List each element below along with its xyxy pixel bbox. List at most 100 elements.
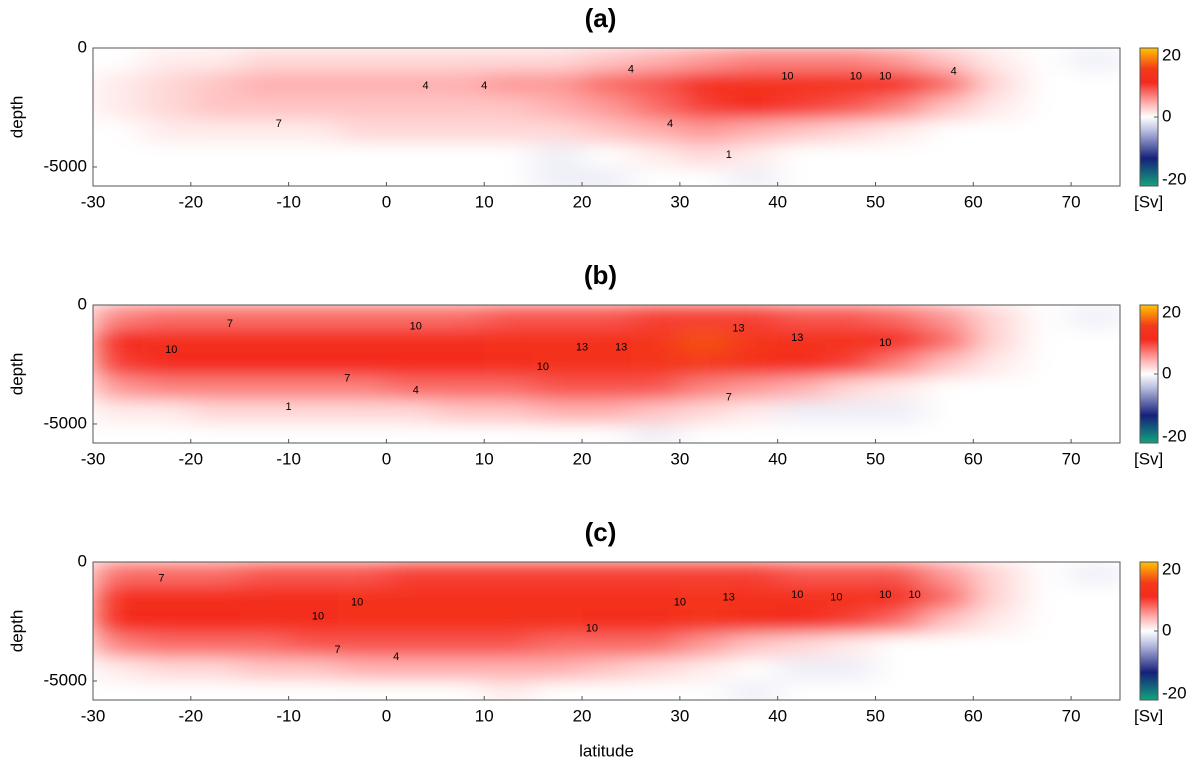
cell bbox=[973, 305, 1023, 330]
cell bbox=[288, 328, 339, 354]
cell bbox=[337, 95, 387, 120]
cell bbox=[533, 423, 583, 443]
cell bbox=[777, 328, 828, 354]
cell bbox=[386, 305, 436, 330]
cell bbox=[777, 143, 828, 168]
cell bbox=[826, 328, 876, 354]
cell bbox=[190, 562, 241, 587]
cell bbox=[190, 633, 241, 658]
contour-label: 4 bbox=[667, 118, 673, 130]
cell bbox=[1071, 376, 1120, 401]
cell bbox=[141, 633, 192, 658]
cell bbox=[582, 680, 632, 700]
cell bbox=[239, 305, 290, 330]
x-tick-label: 70 bbox=[1062, 449, 1081, 468]
x-tick-label: -20 bbox=[179, 449, 204, 468]
cell bbox=[630, 305, 681, 330]
cell bbox=[924, 352, 974, 377]
cell bbox=[484, 585, 534, 611]
heatmap-clip bbox=[93, 305, 1120, 443]
panel-title: (a) bbox=[585, 3, 617, 33]
cell bbox=[337, 352, 387, 377]
cell bbox=[93, 71, 143, 97]
cell bbox=[875, 71, 925, 97]
cell bbox=[679, 585, 730, 611]
x-tick-label: 10 bbox=[475, 706, 494, 725]
y-tick-label: -5000 bbox=[44, 670, 87, 689]
panel: 7 10 10 13 13 10 13 13 10 7 4 1 7 -30 -20 -10 0 10 20 30 40 5… bbox=[7, 260, 1186, 469]
x-tick-label: 40 bbox=[768, 706, 787, 725]
cell bbox=[924, 680, 974, 700]
cell bbox=[288, 657, 339, 682]
cell bbox=[875, 609, 925, 634]
cell bbox=[190, 680, 241, 700]
cell bbox=[630, 71, 681, 97]
cell bbox=[337, 680, 387, 700]
y-tick-label: 0 bbox=[78, 551, 87, 570]
cell bbox=[288, 95, 339, 120]
cell bbox=[582, 400, 632, 425]
cell bbox=[484, 48, 534, 73]
cell bbox=[826, 305, 876, 330]
cell bbox=[582, 633, 632, 658]
colorbar-tick-label: 0 bbox=[1162, 106, 1171, 125]
contour-label: 1 bbox=[286, 401, 292, 413]
cell bbox=[777, 657, 828, 682]
x-tick-label: 0 bbox=[382, 706, 391, 725]
cell bbox=[582, 143, 632, 168]
cell bbox=[386, 680, 436, 700]
x-tick-label: -30 bbox=[81, 192, 106, 211]
cell bbox=[973, 328, 1023, 354]
cell bbox=[826, 143, 876, 168]
x-tick-label: -10 bbox=[276, 192, 301, 211]
cell bbox=[533, 166, 583, 186]
cell bbox=[239, 352, 290, 377]
cell bbox=[679, 119, 730, 144]
contour-label: 10 bbox=[879, 589, 891, 601]
cell bbox=[728, 657, 779, 682]
contour-label: 13 bbox=[791, 332, 803, 344]
cell bbox=[582, 657, 632, 682]
cell bbox=[582, 166, 632, 186]
cell bbox=[141, 585, 192, 611]
cell bbox=[1022, 633, 1072, 658]
cell bbox=[386, 143, 436, 168]
cell bbox=[630, 585, 681, 611]
cell bbox=[826, 562, 876, 587]
cell bbox=[875, 305, 925, 330]
cell bbox=[533, 400, 583, 425]
cell bbox=[288, 166, 339, 186]
cell bbox=[386, 166, 436, 186]
cell bbox=[826, 352, 876, 377]
cell bbox=[777, 95, 828, 120]
cell bbox=[630, 95, 681, 120]
cell bbox=[141, 305, 192, 330]
cell bbox=[1071, 609, 1120, 634]
contour-label: 10 bbox=[312, 611, 324, 623]
cell bbox=[239, 609, 290, 634]
cell bbox=[924, 585, 974, 611]
cell bbox=[777, 119, 828, 144]
cell bbox=[141, 119, 192, 144]
cell bbox=[484, 352, 534, 377]
cell bbox=[777, 562, 828, 587]
cell bbox=[533, 585, 583, 611]
cell bbox=[826, 423, 876, 443]
cell bbox=[93, 95, 143, 120]
cell bbox=[1022, 423, 1072, 443]
cell bbox=[1022, 657, 1072, 682]
cell bbox=[435, 376, 485, 401]
contour-label: 7 bbox=[276, 118, 282, 130]
cell bbox=[435, 166, 485, 186]
cell bbox=[533, 609, 583, 634]
cell bbox=[777, 166, 828, 186]
cell bbox=[1022, 562, 1072, 587]
cell bbox=[435, 657, 485, 682]
cell bbox=[1071, 400, 1120, 425]
cell bbox=[288, 585, 339, 611]
contour-label: 10 bbox=[850, 70, 862, 82]
cell bbox=[1071, 633, 1120, 658]
heatmap bbox=[93, 305, 1120, 443]
cell bbox=[826, 119, 876, 144]
